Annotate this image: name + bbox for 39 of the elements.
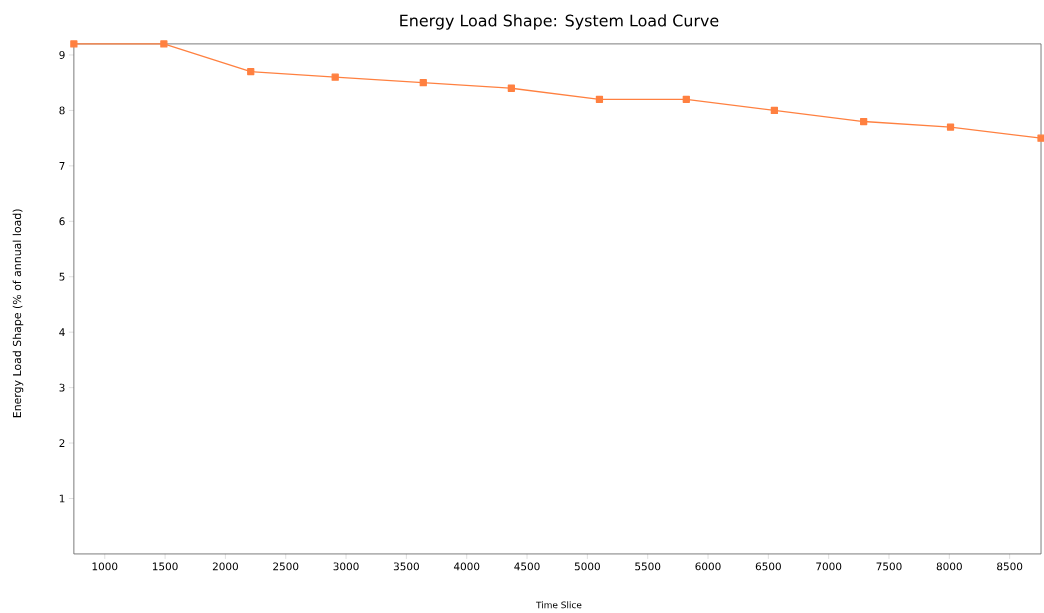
y-axis-title: Energy Load Shape (% of annual load) xyxy=(12,209,24,418)
chart-title: Energy Load Shape: System Load Curve xyxy=(400,14,719,30)
point xyxy=(331,73,339,81)
point xyxy=(770,106,779,115)
x-tick-label: 6000 xyxy=(695,562,721,571)
point xyxy=(419,79,427,87)
x-tick-label: 5500 xyxy=(635,562,661,571)
y-tick-label: 5 xyxy=(59,272,65,281)
x-axis-title: Time Slice xyxy=(535,601,582,609)
x-tick-label: 7500 xyxy=(876,562,902,571)
y-tick-label: 1 xyxy=(59,494,65,503)
y-tick-label: 4 xyxy=(59,328,65,337)
point xyxy=(507,84,515,92)
y-tick-label: 3 xyxy=(59,383,65,392)
y-tick-label: 7 xyxy=(59,162,65,170)
x-tick-label: 3500 xyxy=(393,562,419,571)
point xyxy=(682,95,690,104)
x-tick-label: 8000 xyxy=(936,562,962,571)
x-tick-label: 4000 xyxy=(453,562,480,571)
point xyxy=(595,95,604,104)
x-tick-label: 7000 xyxy=(816,562,842,571)
point xyxy=(247,68,255,76)
y-tick-label: 2 xyxy=(59,439,65,448)
x-tick-label: 2500 xyxy=(273,562,299,571)
x-tick-label: 3000 xyxy=(333,562,359,571)
x-tick-label: 2000 xyxy=(212,562,238,571)
x-tick-label: 5000 xyxy=(574,562,600,571)
x-tick-label: 6500 xyxy=(755,562,781,571)
point xyxy=(160,40,168,48)
y-tick-label: 6 xyxy=(59,217,65,226)
point xyxy=(70,40,78,48)
point xyxy=(946,123,955,131)
x-tick-label: 8500 xyxy=(997,562,1023,571)
x-tick-label: 4500 xyxy=(514,562,540,571)
x-tick-label: 1500 xyxy=(152,562,178,571)
y-tick-label: 9 xyxy=(59,51,65,60)
x-tick-label: 1000 xyxy=(92,562,118,571)
point xyxy=(860,117,868,126)
y-tick-label: 8 xyxy=(59,106,65,115)
